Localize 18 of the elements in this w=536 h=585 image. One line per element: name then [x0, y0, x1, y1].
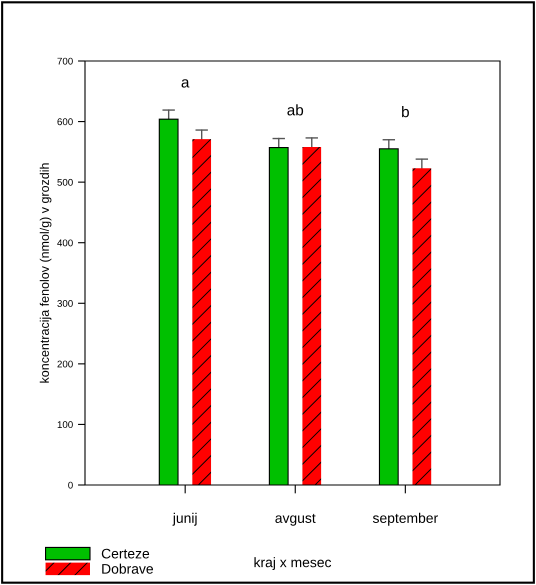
- y-tick-label: 500: [57, 178, 73, 186]
- x-tick-label: september: [372, 512, 438, 526]
- y-tick-label: 200: [57, 360, 73, 368]
- y-tick-label: 600: [57, 118, 73, 126]
- y-tick-label: 700: [57, 58, 73, 65]
- x-axis-title: kraj x mesec: [254, 557, 332, 570]
- y-tick-label: 0: [68, 482, 73, 489]
- y-axis-title: koncentracija fenolov (nmol/g) v grozdih: [40, 163, 52, 383]
- annotation: a: [182, 79, 190, 88]
- x-tick-label: avgust: [275, 514, 316, 526]
- legend-label: Certeze: [102, 548, 150, 559]
- x-tick-label: junij: [172, 512, 197, 526]
- annotation: b: [402, 106, 409, 118]
- annotation: ab: [287, 104, 304, 116]
- y-tick-label: 300: [57, 300, 73, 307]
- legend-label: Dobrave: [102, 564, 153, 574]
- y-tick-label: 400: [57, 239, 73, 246]
- y-tick-label: 100: [58, 421, 73, 428]
